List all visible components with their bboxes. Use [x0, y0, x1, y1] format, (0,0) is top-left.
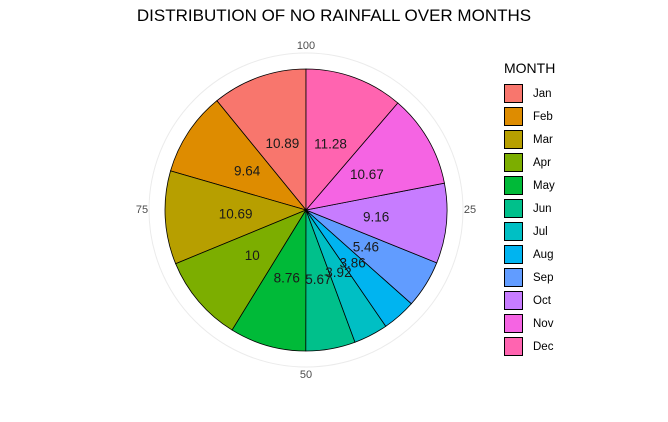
- legend-key: [504, 107, 523, 126]
- legend-item-nov: Nov: [504, 312, 555, 335]
- slice-label-apr: 10: [245, 248, 260, 263]
- legend-label: Mar: [533, 133, 553, 146]
- legend-item-jun: Jun: [504, 197, 555, 220]
- legend-key: [504, 245, 523, 264]
- legend-item-may: May: [504, 174, 555, 197]
- pie-slice-jan: [216, 68, 307, 212]
- legend-item-feb: Feb: [504, 105, 555, 128]
- slice-labels: 10.89 9.64 10.69 10 8.76 5.673.923.865.46 9.16…: [219, 136, 390, 287]
- legend: MONTH Jan Feb Mar Apr May Jun Jul Aug Sep Oct Nov D…: [504, 60, 555, 358]
- legend-item-apr: Apr: [504, 151, 555, 174]
- slice-label-jan: 10.89: [265, 136, 299, 151]
- slice-label-oct: 9.16: [363, 209, 389, 224]
- slice-label-dec: 11.28: [314, 136, 347, 151]
- slice-label-jul: 3.92: [325, 265, 351, 280]
- legend-item-dec: Dec: [504, 335, 555, 358]
- legend-key: [504, 199, 523, 218]
- slice-label-feb: 9.64: [234, 164, 261, 179]
- legend-label: Apr: [533, 156, 551, 169]
- legend-label: Sep: [533, 271, 554, 284]
- legend-label: Nov: [533, 317, 554, 330]
- legend-item-jan: Jan: [504, 82, 555, 105]
- legend-item-sep: Sep: [504, 266, 555, 289]
- legend-label: Jun: [533, 202, 552, 215]
- legend-label: Aug: [533, 248, 554, 261]
- slice-label-jun: 5.67: [305, 272, 331, 287]
- legend-key: [504, 222, 523, 241]
- pie-slice-feb: [170, 100, 308, 211]
- legend-title: MONTH: [504, 60, 556, 76]
- pie-slice-mar: [164, 170, 308, 265]
- angle-axis-ticks: 100 75 50 25: [136, 40, 476, 381]
- legend-item-jul: Jul: [504, 220, 555, 243]
- chart-title: DISTRIBUTION OF NO RAINFALL OVER MONTHS: [136, 6, 532, 25]
- angle-tick-label: 25: [464, 204, 476, 216]
- slice-label-sep: 5.46: [353, 240, 379, 255]
- legend-label: Dec: [533, 340, 554, 353]
- legend-label: Feb: [533, 110, 553, 123]
- legend-item-mar: Mar: [504, 128, 555, 151]
- pie-slice-nov: [304, 102, 445, 211]
- legend-label: Oct: [533, 294, 551, 307]
- pie-slice-apr: [175, 209, 307, 331]
- legend-key: [504, 337, 523, 356]
- grid-circle: [148, 52, 464, 368]
- pie-slice-dec: [305, 68, 399, 212]
- legend-key: [504, 130, 523, 149]
- slice-label-mar: 10.69: [219, 206, 253, 221]
- legend-key: [504, 291, 523, 310]
- angle-tick-label: 75: [136, 204, 148, 216]
- legend-label: Jul: [533, 225, 548, 238]
- legend-label: Jan: [533, 87, 552, 100]
- legend-key: [504, 314, 523, 333]
- legend-key: [504, 84, 523, 103]
- slice-label-may: 8.76: [274, 270, 300, 285]
- slice-label-nov: 10.67: [350, 167, 384, 182]
- polar-grid: [148, 52, 464, 368]
- pie-slice-oct: [304, 182, 448, 264]
- pie-slices: [164, 68, 448, 352]
- legend-items: Jan Feb Mar Apr May Jun Jul Aug Sep Oct Nov Dec: [504, 82, 555, 358]
- legend-label: May: [533, 179, 555, 192]
- legend-key: [504, 153, 523, 172]
- angle-tick-label: 100: [297, 40, 315, 52]
- angle-tick-label: 50: [300, 369, 312, 381]
- slice-label-aug: 3.86: [339, 255, 365, 270]
- legend-key: [504, 176, 523, 195]
- legend-item-oct: Oct: [504, 289, 555, 312]
- legend-item-aug: Aug: [504, 243, 555, 266]
- legend-key: [504, 268, 523, 287]
